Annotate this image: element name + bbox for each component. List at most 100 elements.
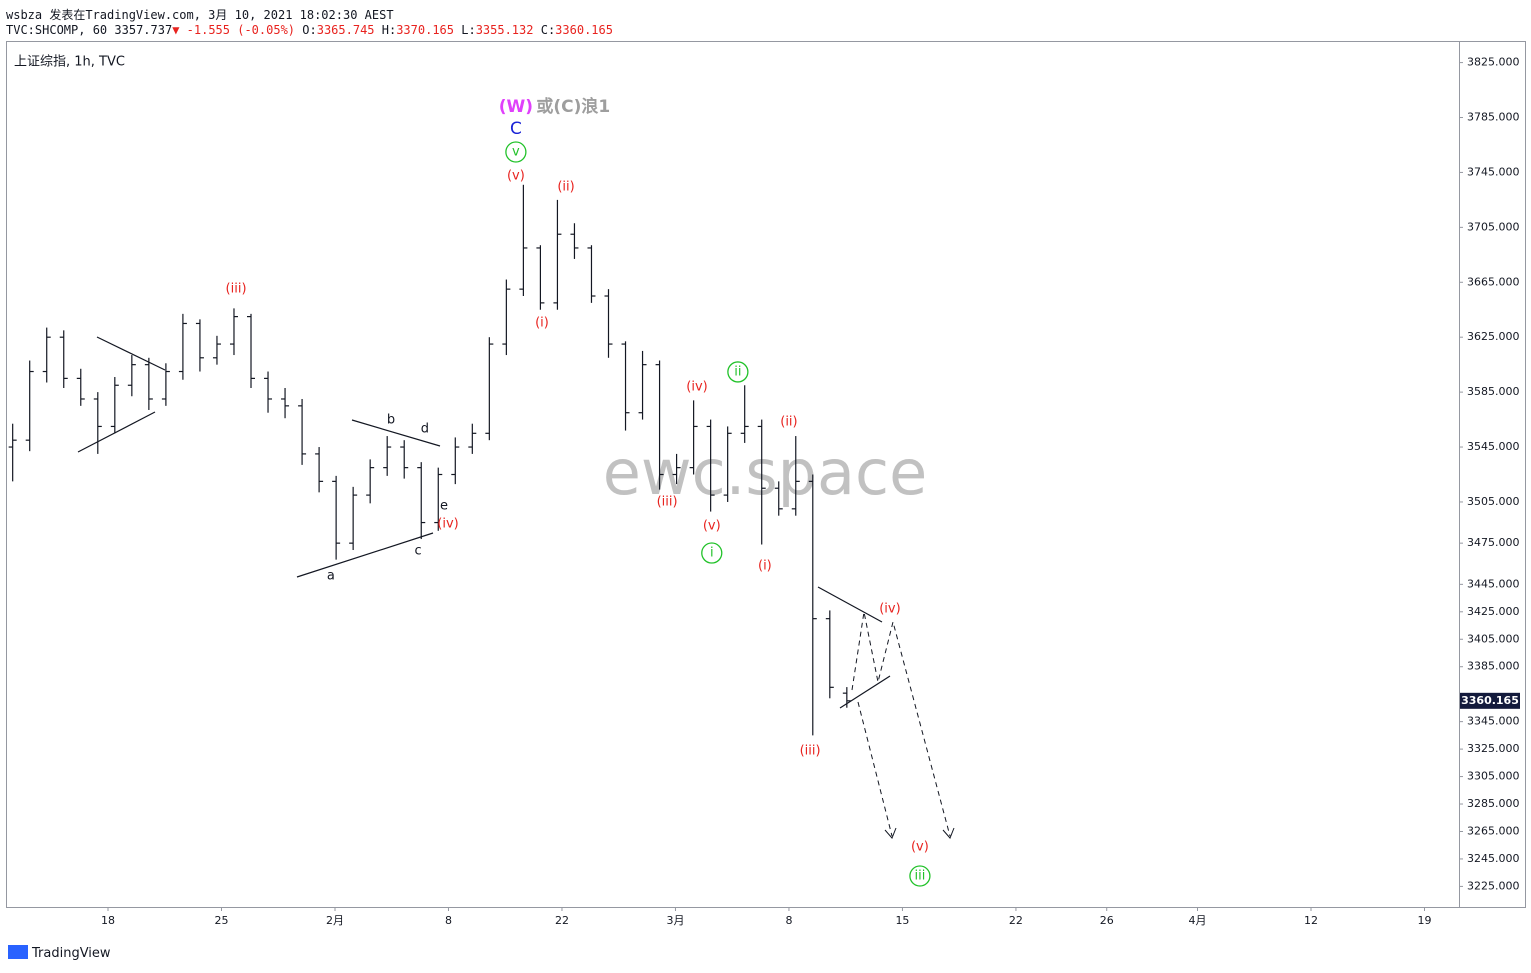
o-val: 3365.745 [316,23,375,37]
wave-label: (v) [507,169,525,184]
x-tick-label: 4月 [1189,914,1207,927]
arrowheads [884,827,955,839]
x-tick-label: 2月 [326,914,344,927]
y-tick-label: 3245.000 [1467,852,1520,865]
y-tick-label: 3475.000 [1467,536,1520,549]
x-tick-label: 8 [445,914,452,927]
projection-path [857,701,893,837]
wave-circle [727,361,749,383]
y-tick-label: 3405.000 [1467,632,1520,645]
footer: TradingView [8,945,111,961]
wave-circle [909,865,931,887]
trend-line [77,411,156,453]
wave-label: (W) [499,97,533,117]
trend-line [351,419,441,447]
x-tick-label: 15 [895,914,909,927]
x-tick-label: 25 [214,914,228,927]
price-tag [1460,692,1520,709]
symbol: TVC:SHCOMP, 60 [6,23,108,37]
l-val: 3355.132 [475,23,534,37]
author-line: wsbza 发表在TradingView.com, 3月 10, 2021 18… [6,8,394,22]
y-tick-label: 3225.000 [1467,879,1520,892]
y-tick-label: 3385.000 [1467,660,1520,673]
arrowhead [942,827,955,839]
y-tick-label: 3785.000 [1467,111,1520,124]
y-tick-label: 3705.000 [1467,220,1520,233]
trend-line [96,336,166,371]
wave-label: (i) [535,316,549,331]
y-tick-label: 3305.000 [1467,770,1520,783]
x-tick-label: 22 [1009,914,1023,927]
trend-line [839,675,891,709]
projection [851,611,951,837]
change: -1.555 (-0.05%) [186,23,296,37]
wave-label: (iv) [879,602,900,617]
header-line: wsbza 发表在TradingView.com, 3月 10, 2021 18… [6,6,394,23]
wave-label: (v) [911,839,929,854]
l-key: L: [461,23,476,37]
symbol-line: TVC:SHCOMP, 60 3357.737▼ -1.555 (-0.05%)… [6,23,613,37]
trend-line [296,532,434,578]
wave-label: C [510,119,522,139]
x-tick-label: 22 [555,914,569,927]
wave-label: v [512,144,520,159]
watermark: ewc.space [603,436,928,509]
x-tick-label: 26 [1100,914,1114,927]
wave-label: (iv) [686,380,707,395]
y-tick-label: 3445.000 [1467,577,1520,590]
x-tick-label: 18 [101,914,115,927]
wave-label: i [710,546,714,561]
wave-label: (ii) [780,415,797,430]
wave-label: iii [914,868,925,883]
y-tick-label: 3825.000 [1467,56,1520,69]
y-tick-label: 3625.000 [1467,330,1520,343]
y-tick-label: 3325.000 [1467,742,1520,755]
wave-label: (i) [758,558,772,573]
y-tick-label: 3665.000 [1467,275,1520,288]
wave-label: a [327,569,335,584]
arrow: ▼ [172,23,180,37]
x-tick-label: 3月 [666,914,684,927]
legend: 上证综指, 1h, TVC [14,55,125,70]
wave-label: (v) [703,518,721,533]
wave-label: d [421,422,429,437]
wave-label: b [387,412,395,427]
wave-label: (ii) [557,179,574,194]
y-tick-label: 3545.000 [1467,440,1520,453]
wave-label: (iii) [226,282,247,297]
wave-circle [505,141,527,163]
last: 3357.737 [114,23,173,37]
wave-label: (iv) [437,516,458,531]
y-tick-label: 3745.000 [1467,165,1520,178]
wave-label: (iii) [800,744,821,759]
arrowhead [884,827,897,839]
trend-line [817,586,883,623]
wave-label: e [440,499,448,514]
h-key: H: [381,23,397,37]
brand: TradingView [32,946,111,961]
y-tick-label: 3285.000 [1467,797,1520,810]
c-key: C: [540,23,556,37]
wave-label: c [414,543,421,558]
trend-lines [77,336,891,709]
logo [8,945,28,959]
x-tick-label: 19 [1417,914,1431,927]
o-key: O: [302,23,317,37]
c-val: 3360.165 [555,23,613,37]
wave-label: ii [734,364,741,379]
wave-circle [701,542,723,564]
h-val: 3370.165 [396,23,454,37]
y-tick-label: 3585.000 [1467,385,1520,398]
price-tag-label: 3360.165 [1461,694,1519,707]
bars [8,184,851,736]
wave-label: (iii) [657,494,678,509]
y-tick-label: 3425.000 [1467,605,1520,618]
y-tick-label: 3505.000 [1467,495,1520,508]
x-tick-label: 12 [1304,914,1318,927]
projection-path [851,611,951,837]
y-tick-label: 3265.000 [1467,824,1520,837]
y-tick-label: 3345.000 [1467,715,1520,728]
x-tick-label: 8 [785,914,792,927]
